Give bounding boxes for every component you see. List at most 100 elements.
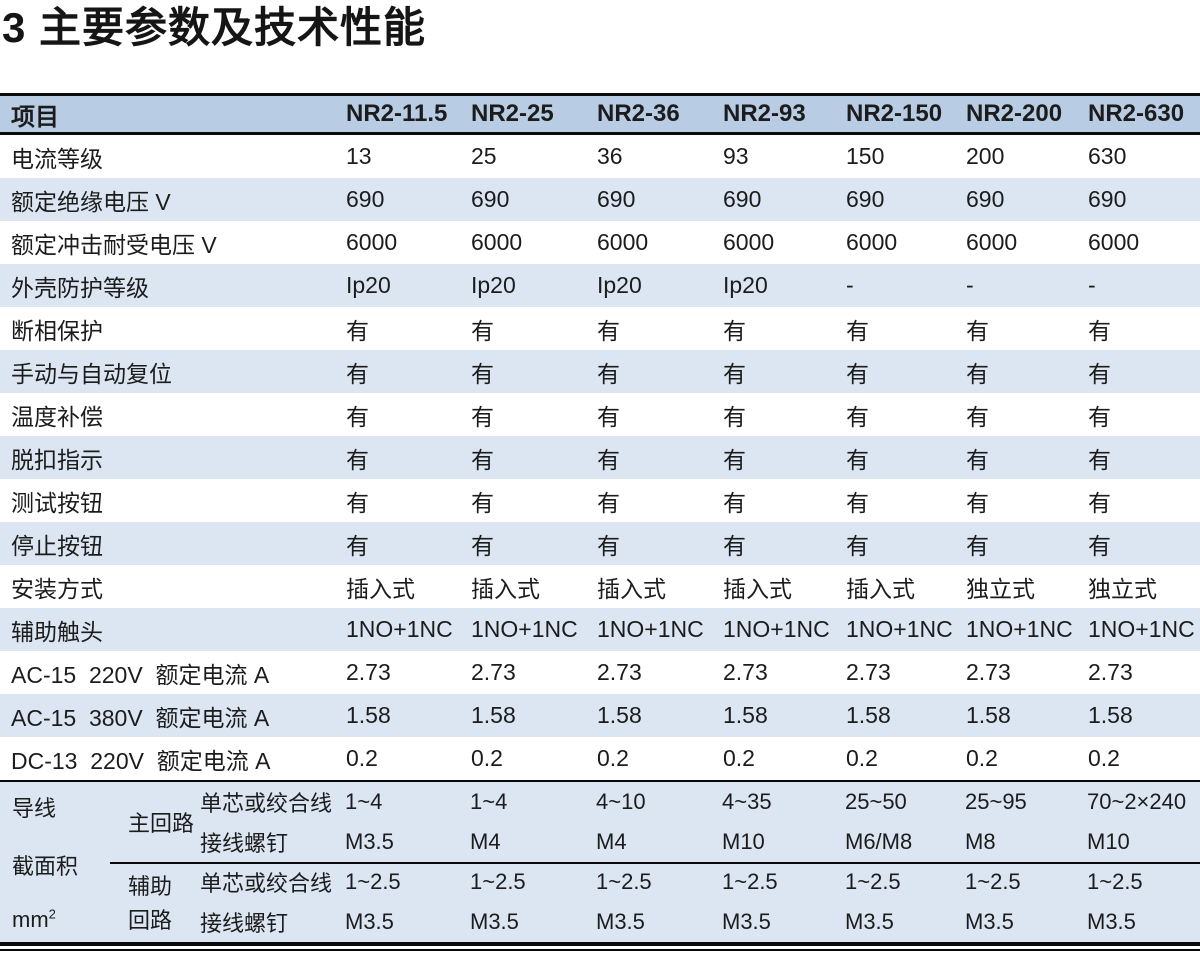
- cell-value: 插入式: [346, 575, 415, 602]
- cell-value: 1NO+1NC: [1088, 616, 1195, 642]
- cell-value: 有: [346, 403, 369, 430]
- cell-value: 2.73: [966, 659, 1011, 685]
- cell-value: 1.58: [1088, 702, 1133, 728]
- cell-value: 0.2: [346, 745, 378, 771]
- cell-value: 6000: [846, 229, 898, 255]
- cell-value: 有: [1088, 317, 1111, 344]
- cell-value: 有: [597, 489, 620, 516]
- table-row: 手动与自动复位 有 有 有 有 有 有 有: [0, 350, 1200, 393]
- cell-value: 有: [597, 446, 620, 473]
- cell-value: 0.2: [723, 745, 755, 771]
- circuit-divider-line: [110, 862, 1200, 864]
- table-row: 电流等级 13 25 36 93 150 200 630: [0, 135, 1200, 178]
- cell-value: 有: [966, 360, 989, 387]
- cell-value: 有: [471, 403, 494, 430]
- wire-cell-value: 1~4: [345, 789, 383, 814]
- cell-value: 2.73: [846, 659, 891, 685]
- cell-value: 690: [723, 186, 762, 212]
- table-row: 安装方式 插入式 插入式 插入式 插入式 插入式 独立式 独立式: [0, 565, 1200, 608]
- cell-value: 0.2: [846, 745, 878, 771]
- cell-value: 200: [966, 143, 1005, 169]
- cell-value: 6000: [597, 229, 649, 255]
- cell-value: 690: [471, 186, 510, 212]
- cell-value: 13: [346, 143, 372, 169]
- wire-cell-value: M3.5: [722, 909, 771, 934]
- cell-value: 1NO+1NC: [471, 616, 578, 642]
- cell-value: 有: [966, 403, 989, 430]
- cell-value: 6000: [471, 229, 523, 255]
- cell-value: -: [846, 272, 854, 298]
- unit-superscript: 2: [48, 906, 56, 922]
- cell-value: 有: [723, 446, 746, 473]
- column-header-model: NR2-150: [846, 100, 943, 127]
- wire-group-label-line1: 导线: [12, 796, 57, 821]
- table-row: 脱扣指示 有 有 有 有 有 有 有: [0, 436, 1200, 479]
- wire-group-label: 导线 截面积 mm2: [0, 782, 118, 942]
- cell-value: 1NO+1NC: [597, 616, 704, 642]
- wire-cell-value: M4: [596, 829, 627, 854]
- cell-value: 1.58: [966, 702, 1011, 728]
- cell-value: 1NO+1NC: [846, 616, 953, 642]
- cell-value: 36: [597, 143, 623, 169]
- wire-type-label: 接线螺钉: [200, 911, 289, 936]
- wire-cell-value: 1~4: [470, 789, 508, 814]
- cell-value: 有: [846, 403, 869, 430]
- cell-value: 6000: [723, 229, 775, 255]
- cell-value: 有: [597, 532, 620, 559]
- table-bottom-rule-thick: [0, 942, 1200, 946]
- wire-cell-value: 4~35: [722, 789, 772, 814]
- cell-value: 690: [597, 186, 636, 212]
- cell-value: 有: [846, 446, 869, 473]
- cell-value: 有: [597, 403, 620, 430]
- row-label: 额定冲击耐受电压 V: [11, 231, 217, 258]
- wire-type-label: 接线螺钉: [200, 831, 289, 856]
- table-row: DC-13 220V 额定电流 A 0.2 0.2 0.2 0.2 0.2 0.2 0.2: [0, 737, 1200, 780]
- cell-value: 6000: [966, 229, 1018, 255]
- wire-cell-value: M3.5: [345, 909, 394, 934]
- wire-group-label-unit: mm2: [12, 906, 56, 932]
- cell-value: 0.2: [597, 745, 629, 771]
- wire-cell-value: 1~2.5: [1087, 869, 1143, 894]
- row-label: 电流等级: [11, 145, 103, 172]
- cell-value: 有: [346, 489, 369, 516]
- cell-value: 插入式: [723, 575, 792, 602]
- cell-value: 有: [597, 360, 620, 387]
- cell-value: 690: [346, 186, 385, 212]
- wire-cell-value: M3.5: [345, 829, 394, 854]
- cell-value: 有: [1088, 446, 1111, 473]
- row-label: 温度补偿: [11, 403, 103, 430]
- wire-cell-value: M3.5: [470, 909, 519, 934]
- wire-cell-value: M3.5: [596, 909, 645, 934]
- cell-value: 690: [966, 186, 1005, 212]
- row-label: DC-13 220V 额定电流 A: [11, 747, 271, 774]
- wire-type-label: 单芯或绞合线: [200, 791, 333, 816]
- cell-value: 93: [723, 143, 749, 169]
- wire-cell-value: M3.5: [1087, 909, 1136, 934]
- spec-table: 项目 NR2-11.5 NR2-25 NR2-36 NR2-93 NR2-150 NR2-…: [0, 93, 1200, 951]
- cell-value: 有: [723, 532, 746, 559]
- wire-cell-value: 1~2.5: [722, 869, 778, 894]
- cell-value: 1NO+1NC: [723, 616, 830, 642]
- cell-value: 有: [471, 446, 494, 473]
- cell-value: 2.73: [471, 659, 516, 685]
- cell-value: 独立式: [1088, 575, 1157, 602]
- cell-value: 有: [346, 446, 369, 473]
- column-header-model: NR2-200: [966, 100, 1063, 127]
- cell-value: 0.2: [966, 745, 998, 771]
- cell-value: 有: [966, 532, 989, 559]
- cell-value: 1.58: [846, 702, 891, 728]
- wire-cell-value: 1~2.5: [965, 869, 1021, 894]
- cell-value: 有: [966, 317, 989, 344]
- column-header-model: NR2-36: [597, 100, 680, 127]
- cell-value: 2.73: [346, 659, 391, 685]
- table-row: 测试按钮 有 有 有 有 有 有 有: [0, 479, 1200, 522]
- cell-value: 有: [1088, 532, 1111, 559]
- row-label: 辅助触头: [11, 618, 103, 645]
- cell-value: 0.2: [1088, 745, 1120, 771]
- cell-value: 有: [471, 532, 494, 559]
- table-bottom-rule-gap: [0, 946, 1200, 949]
- table-bottom-rule-thin: [0, 949, 1200, 951]
- cell-value: 150: [846, 143, 885, 169]
- cell-value: 有: [471, 360, 494, 387]
- cell-value: 0.2: [471, 745, 503, 771]
